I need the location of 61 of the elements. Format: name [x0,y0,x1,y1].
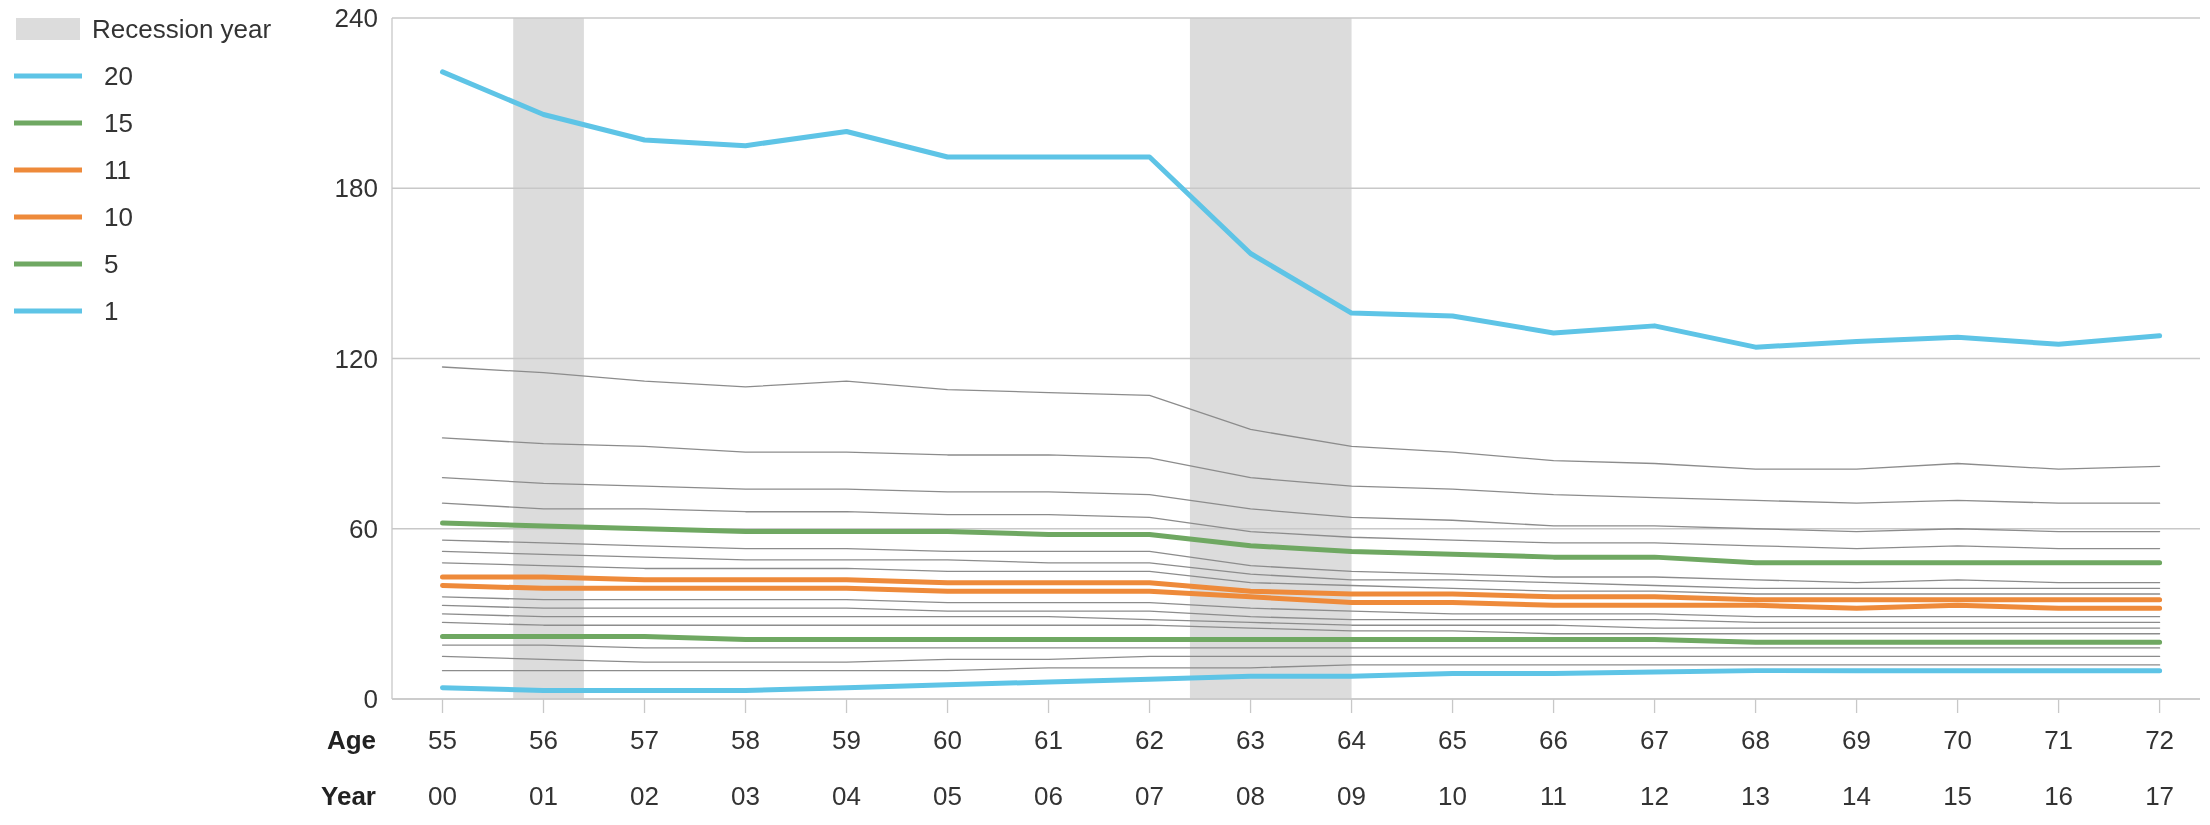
x2-tick-label: 01 [529,781,558,811]
x-tick-label: 60 [933,725,962,755]
y-tick-label: 180 [334,173,378,204]
x-tick-label: 62 [1135,725,1164,755]
x-tick-label: 70 [1943,725,1973,755]
legend-label: 11 [104,155,131,186]
y-tick-label: 0 [363,684,378,715]
x-tick-label: 57 [630,725,659,755]
x2-tick-label: 05 [933,781,962,811]
x-tick-label: 63 [1236,725,1266,755]
x-tick-label: 72 [2145,725,2175,755]
line-series [441,604,2161,624]
x-tick-label: 66 [1539,725,1569,755]
x2-tick-label: 07 [1135,781,1164,811]
x-tick-label: 68 [1741,725,1771,755]
x-tick-label: 56 [529,725,558,755]
x-tick-label: 59 [832,725,861,755]
x2-tick-label: 10 [1438,781,1468,811]
x2-tick-label: 02 [630,781,659,811]
x2-tick-label: 06 [1034,781,1063,811]
legend-label: 20 [104,61,133,92]
x2-tick-label: 14 [1842,781,1872,811]
y-tick-label: 240 [334,3,378,34]
text: Recession year [92,14,272,45]
x-tick-label: 64 [1337,725,1367,755]
x2-tick-label: 09 [1337,781,1367,811]
line-series [441,502,2161,550]
line-series [441,366,2161,470]
x-tick-label: 69 [1842,725,1872,755]
x2-tick-label: 03 [731,781,760,811]
line-series [441,562,2161,595]
x2-tick-label: 11 [1540,781,1568,811]
x2-tick-label: 00 [428,781,457,811]
x-tick-label: 61 [1034,725,1063,755]
x2-tick-label: 15 [1943,781,1973,811]
x-tick-label: 55 [428,725,457,755]
legend-label: 1 [104,296,119,327]
x2-tick-label: 12 [1640,781,1670,811]
line-series [441,550,2161,589]
x-tick-label: 65 [1438,725,1468,755]
legend-label: 5 [104,249,119,280]
line-series [441,596,2161,618]
y-tick-label: 120 [334,343,378,374]
x-tick-label: 58 [731,725,760,755]
x2-tick-label: 04 [832,781,861,811]
x2-tick-label: 08 [1236,781,1266,811]
x2-tick-label: 13 [1741,781,1771,811]
line-series [441,539,2161,584]
x-tick-label: 71 [2044,725,2074,755]
line-series [441,477,2161,533]
x2-tick-label: 17 [2145,781,2175,811]
x2-tick-label: 16 [2044,781,2074,811]
x2-axis-title: Year [321,781,376,811]
x-tick-label: 67 [1640,725,1670,755]
x-axis-title: Age [326,725,376,755]
line-series [441,437,2161,504]
line-series [441,613,2161,629]
legend-label: 10 [104,202,133,233]
y-tick-label: 60 [349,513,378,544]
line-series [441,621,2161,635]
legend-label: 15 [104,108,133,139]
